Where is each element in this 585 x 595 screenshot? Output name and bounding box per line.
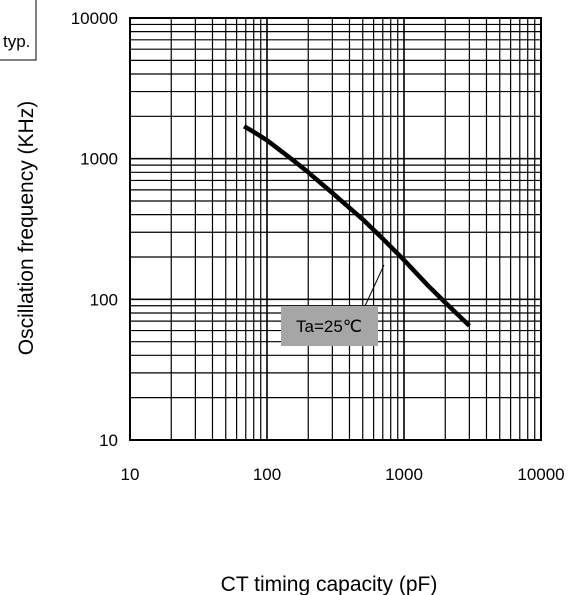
x-tick-labels: 10 100 1000 10000 xyxy=(121,465,565,484)
typ-note-frame xyxy=(0,0,37,61)
series-line xyxy=(242,124,471,328)
x-tick-label: 10000 xyxy=(517,465,564,484)
typ-note-label: typ. xyxy=(3,32,30,51)
x-tick-label: 100 xyxy=(253,465,281,484)
annotation-box xyxy=(281,306,378,346)
y-tick-label: 100 xyxy=(90,290,118,309)
grid xyxy=(130,18,541,440)
annotation-leader-line xyxy=(364,264,385,307)
y-tick-label: 10 xyxy=(99,431,118,450)
series-group xyxy=(242,124,471,328)
x-tick-label: 10 xyxy=(121,465,140,484)
y-tick-label: 10000 xyxy=(71,9,118,28)
y-tick-labels: 10 100 1000 10000 xyxy=(71,9,118,450)
annotation-label: Ta=25℃ xyxy=(296,317,362,336)
y-tick-label: 1000 xyxy=(80,150,118,169)
plot-frame xyxy=(129,17,542,441)
y-axis-title: Oscillation frequency (KHz) xyxy=(15,101,38,355)
x-axis-title: CT timing capacity (pF) xyxy=(221,573,438,595)
x-tick-label: 1000 xyxy=(385,465,423,484)
